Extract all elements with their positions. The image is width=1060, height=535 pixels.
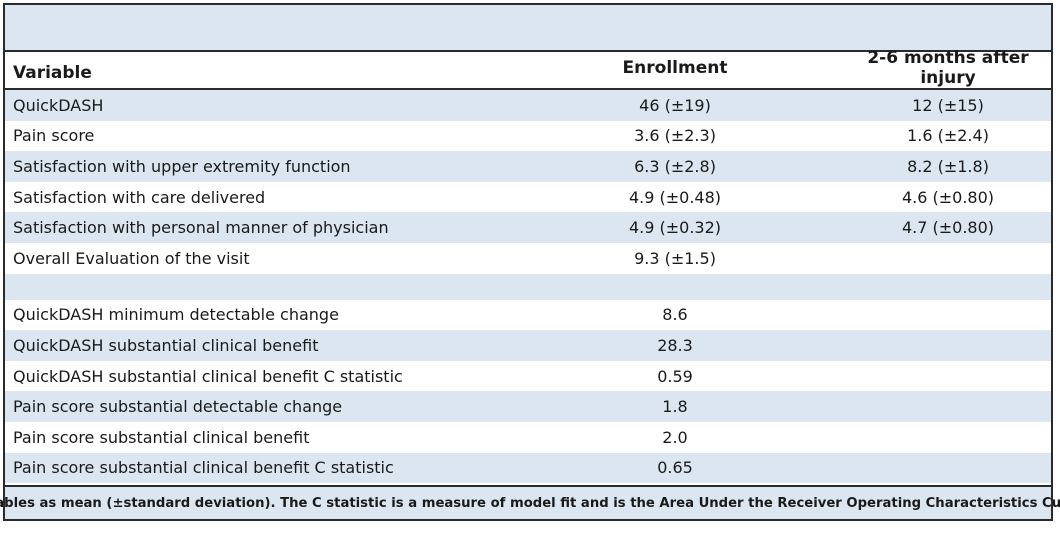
table-row: Satisfaction with personal manner of phy… [5,212,1051,243]
row-enrollment: 1.8 [662,397,688,417]
table-row: Satisfaction with care delivered 4.9 (±0… [5,182,1051,213]
row-enrollment: 4.9 (±0.48) [628,187,722,207]
header-enrollment: Enrollment [622,58,728,78]
table-row: QuickDASH substantial clinical benefit 2… [5,330,1051,361]
row-label: Pain score [13,126,95,146]
row-enrollment: 9.3 (±1.5) [634,248,716,268]
row-label: Overall Evaluation of the visit [13,248,250,268]
row-label: Pain score substantial clinical benefit … [13,458,394,478]
table-body-secondary: QuickDASH minimum detectable change 8.6 … [5,300,1051,484]
row-label: QuickDASH minimum detectable change [13,305,339,325]
row-followup: 1.6 (±2.4) [907,126,989,146]
row-label: Pain score substantial detectable change [13,397,343,417]
table-row: Satisfaction with upper extremity functi… [5,151,1051,182]
row-label: QuickDASH substantial clinical benefit C… [13,366,403,386]
row-label: Satisfaction with personal manner of phy… [13,218,389,238]
row-enrollment: 46 (±19) [639,95,711,115]
results-table: Variable Enrollment 2-6 months after inj… [0,3,1060,521]
row-enrollment: 8.6 [662,305,688,325]
table-row: QuickDASH minimum detectable change 8.6 [5,300,1051,331]
table-row: Overall Evaluation of the visit 9.3 (±1.… [5,243,1051,274]
row-enrollment: 2.0 [662,427,688,447]
table-header-row: Variable Enrollment 2-6 months after inj… [5,48,1051,90]
row-enrollment: 28.3 [657,335,693,355]
row-enrollment: 3.6 (±2.3) [634,126,716,146]
row-enrollment: 4.9 (±0.32) [628,218,722,238]
table-footnote: Variables as mean (±standard deviation).… [0,485,1060,519]
row-followup: 4.6 (±0.80) [901,187,995,207]
row-label: QuickDASH [13,95,104,115]
table-body-primary: QuickDASH 46 (±19) 12 (±15) Pain score 3… [5,90,1051,274]
section-separator [5,273,1051,300]
table-row: Pain score 3.6 (±2.3) 1.6 (±2.4) [5,121,1051,152]
table-row: QuickDASH substantial clinical benefit C… [5,361,1051,392]
row-enrollment: 0.59 [657,366,693,386]
table-row: Pain score substantial clinical benefit … [5,422,1051,453]
row-label: Pain score substantial clinical benefit [13,427,310,447]
row-label: Satisfaction with upper extremity functi… [13,156,351,176]
row-followup: 4.7 (±0.80) [901,218,995,238]
table-row: Pain score substantial detectable change… [5,391,1051,422]
row-enrollment: 6.3 (±2.8) [634,156,716,176]
row-label: QuickDASH substantial clinical benefit [13,335,319,355]
row-enrollment: 0.65 [657,458,693,478]
row-followup: 8.2 (±1.8) [907,156,989,176]
row-followup: 12 (±15) [912,95,984,115]
table-title-band [5,5,1051,52]
header-followup: 2-6 months after injury [867,48,1029,88]
row-label: Satisfaction with care delivered [13,187,266,207]
header-variable: Variable [13,63,92,83]
table-row: QuickDASH 46 (±19) 12 (±15) [5,90,1051,121]
table-row: Pain score substantial clinical benefit … [5,452,1051,484]
